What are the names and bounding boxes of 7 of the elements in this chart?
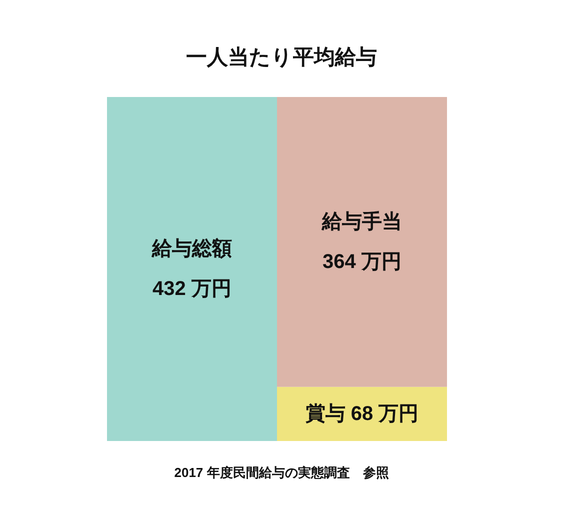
data-label: 432 万円 (152, 278, 232, 300)
text: 賞与 68 万円 (305, 402, 419, 425)
text: 2017 年度民間給与の実態調査 参照 (174, 465, 389, 480)
chart-title: 一人当たり平均給与 (186, 46, 377, 69)
data-label: 364 万円 (322, 250, 402, 273)
series-label: 給与手当 (321, 210, 402, 233)
series-label: 給与総額 (151, 237, 232, 260)
